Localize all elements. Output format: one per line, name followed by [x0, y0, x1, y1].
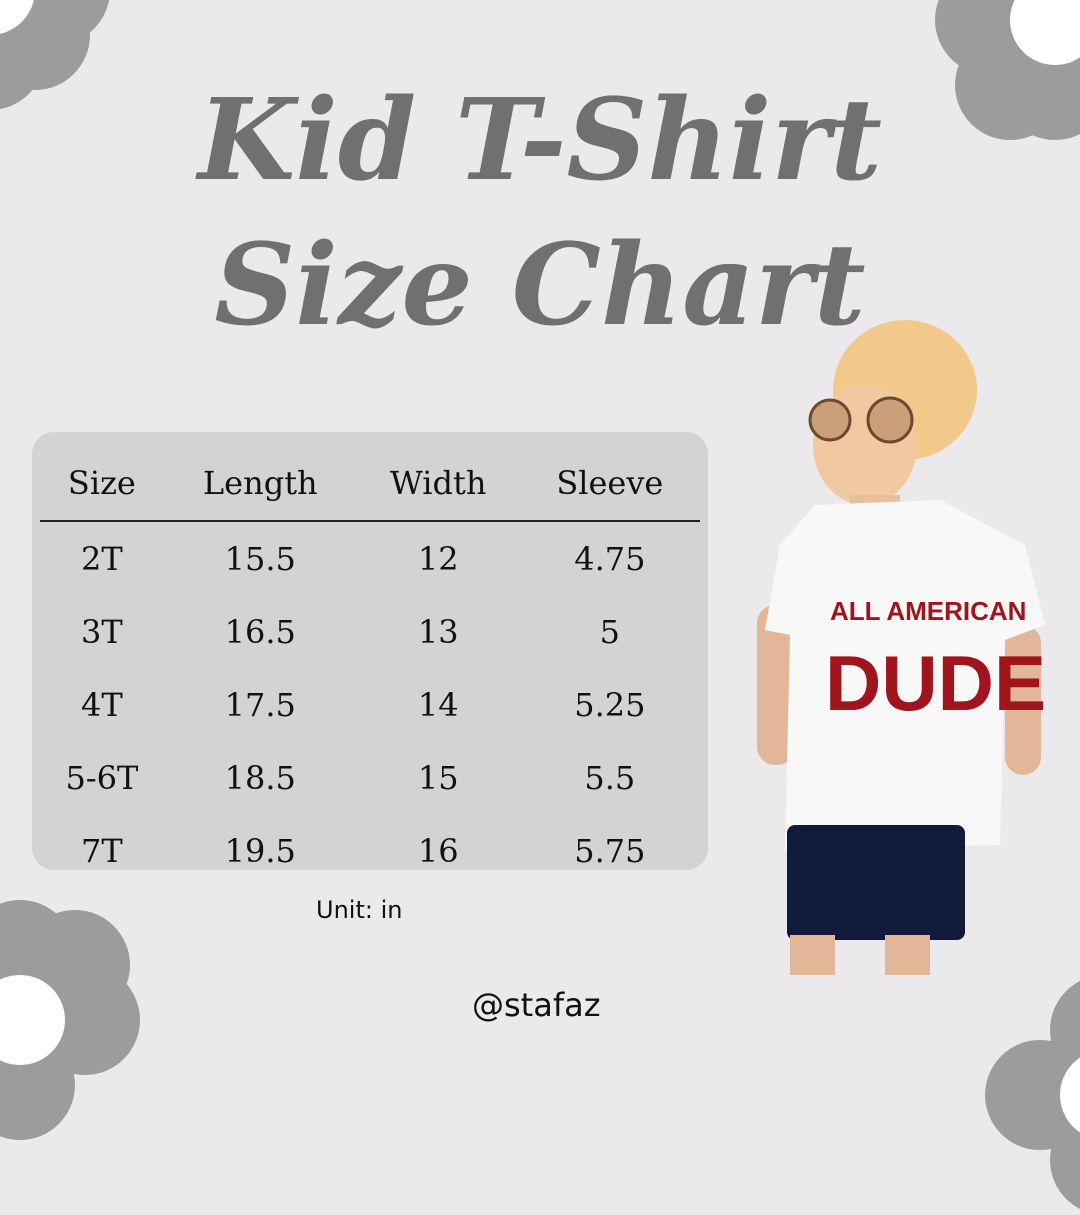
shirt-print-line2: DUDE	[825, 639, 1046, 727]
size-table: Size Length Width Sleeve 2T 15.5 12 4.75 3T…	[40, 446, 700, 887]
cell-width: 12	[417, 539, 459, 578]
table-row: 3T 16.5 13 5	[40, 595, 700, 668]
cell-width: 13	[417, 612, 459, 651]
table-row: 5-6T 18.5 15 5.5	[40, 741, 700, 814]
cell-sleeve: 5.25	[574, 685, 646, 724]
t-shirt	[765, 500, 1045, 850]
size-table-panel: Size Length Width Sleeve 2T 15.5 12 4.75 3T…	[32, 432, 708, 870]
flower-decoration-top-left	[0, 0, 110, 110]
kid-photo: ALL AMERICAN DUDE	[757, 320, 1046, 975]
cell-sleeve: 5.75	[574, 831, 646, 870]
header-size: Size	[40, 446, 164, 522]
cell-sleeve: 4.75	[574, 539, 646, 578]
cell-length: 17.5	[224, 685, 296, 724]
cell-sleeve: 5.5	[584, 758, 636, 797]
social-handle: @stafaz	[472, 986, 601, 1024]
sunglasses-left	[808, 398, 852, 442]
right-leg	[885, 935, 930, 975]
cell-sleeve: 5	[599, 612, 621, 651]
table-row: 7T 19.5 16 5.75	[40, 814, 700, 887]
unit-note: Unit: in	[316, 896, 403, 924]
flower-decoration-bottom-left	[0, 900, 140, 1140]
cell-size: 4T	[81, 685, 123, 724]
cell-length: 19.5	[224, 831, 296, 870]
flower-decoration-top-right	[935, 0, 1080, 140]
left-arm	[757, 605, 795, 765]
shirt-print-line1: ALL AMERICAN	[830, 596, 1026, 626]
table-row: 2T 15.5 12 4.75	[40, 521, 700, 595]
flower-decoration-bottom-right	[985, 975, 1080, 1215]
header-sleeve: Sleeve	[519, 446, 700, 522]
cell-width: 16	[417, 831, 459, 870]
left-leg	[790, 935, 835, 975]
cell-length: 18.5	[224, 758, 296, 797]
cell-size: 5-6T	[65, 758, 139, 797]
title-line-1: Kid T-Shirt	[197, 75, 883, 206]
header-width: Width	[356, 446, 520, 522]
shorts	[787, 825, 965, 940]
right-arm	[1005, 625, 1041, 775]
title-line-2: Size Chart	[214, 220, 866, 351]
cell-width: 15	[417, 758, 459, 797]
sunglasses-right	[866, 396, 914, 444]
cell-size: 2T	[81, 539, 123, 578]
table-row: 4T 17.5 14 5.25	[40, 668, 700, 741]
cell-size: 3T	[81, 612, 123, 651]
cell-length: 15.5	[224, 539, 296, 578]
cell-length: 16.5	[224, 612, 296, 651]
cell-size: 7T	[81, 831, 123, 870]
header-length: Length	[163, 446, 357, 522]
table-header-row: Size Length Width Sleeve	[40, 446, 700, 522]
cell-width: 14	[417, 685, 459, 724]
